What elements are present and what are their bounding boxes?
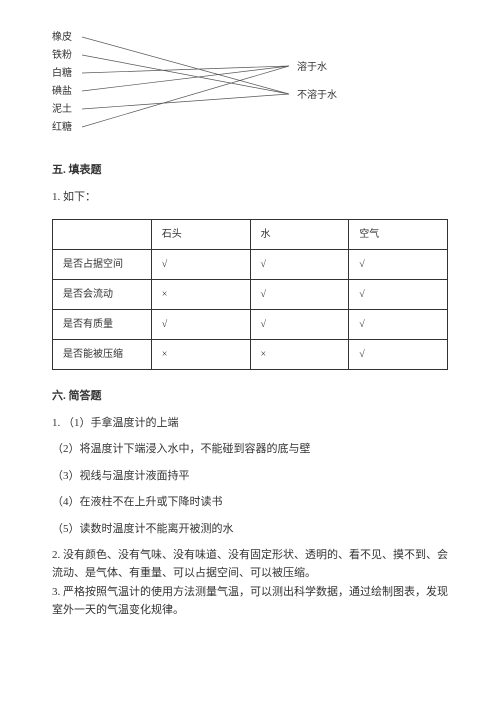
cell: × bbox=[151, 340, 250, 370]
table-row: 是否占据空间 √ √ √ bbox=[53, 250, 448, 280]
th-2: 水 bbox=[250, 220, 349, 250]
matching-diagram: 橡皮 铁粉 白糖 碘盐 泥土 红糖 溶于水 不溶于水 bbox=[52, 30, 352, 140]
th-3: 空气 bbox=[349, 220, 448, 250]
cell: √ bbox=[349, 280, 448, 310]
q2-text: 2. 没有颜色、没有气味、没有味道、没有固定形状、透明的、看不见、摸不到、会流动… bbox=[52, 547, 448, 582]
match-left-2: 白糖 bbox=[52, 66, 72, 84]
table-row: 是否会流动 × √ √ bbox=[53, 280, 448, 310]
q1-line-5: （5）读数时温度计不能离开被测的水 bbox=[52, 521, 448, 538]
cell: √ bbox=[250, 310, 349, 340]
th-1: 石头 bbox=[151, 220, 250, 250]
matching-right-labels: 溶于水 不溶于水 bbox=[297, 60, 337, 116]
match-right-0: 溶于水 bbox=[297, 60, 337, 88]
match-left-4: 泥土 bbox=[52, 102, 72, 120]
table-header-row: 石头 水 空气 bbox=[53, 220, 448, 250]
q1-line-3: （3）视线与温度计液面持平 bbox=[52, 468, 448, 485]
matching-lines-svg bbox=[82, 34, 297, 144]
cell: × bbox=[151, 280, 250, 310]
section-5-intro: 1. 如下： bbox=[52, 189, 448, 206]
cell: √ bbox=[151, 250, 250, 280]
q1-line-2: （2）将温度计下端浸入水中，不能碰到容器的底与壁 bbox=[52, 441, 448, 458]
cell: 是否占据空间 bbox=[53, 250, 152, 280]
matching-left-labels: 橡皮 铁粉 白糖 碘盐 泥土 红糖 bbox=[52, 30, 72, 138]
match-left-5: 红糖 bbox=[52, 120, 72, 138]
cell: √ bbox=[349, 250, 448, 280]
q1-line-4: （4）在液柱不在上升或下降时读书 bbox=[52, 494, 448, 511]
properties-table: 石头 水 空气 是否占据空间 √ √ √ 是否会流动 × √ √ 是否有质量 √… bbox=[52, 219, 448, 370]
cell: √ bbox=[250, 250, 349, 280]
cell: √ bbox=[349, 340, 448, 370]
th-0 bbox=[53, 220, 152, 250]
cell: × bbox=[250, 340, 349, 370]
match-left-3: 碘盐 bbox=[52, 84, 72, 102]
match-right-1: 不溶于水 bbox=[297, 88, 337, 116]
cell: √ bbox=[151, 310, 250, 340]
cell: 是否有质量 bbox=[53, 310, 152, 340]
section-5-heading: 五. 填表题 bbox=[52, 162, 448, 179]
cell: √ bbox=[250, 280, 349, 310]
match-left-0: 橡皮 bbox=[52, 30, 72, 48]
cell: √ bbox=[349, 310, 448, 340]
cell: 是否能被压缩 bbox=[53, 340, 152, 370]
q3-text: 3. 严格按照气温计的使用方法测量气温，可以测出科学数据，通过绘制图表，发现室外… bbox=[52, 584, 448, 619]
table-row: 是否能被压缩 × × √ bbox=[53, 340, 448, 370]
q1-line-1: 1. （1）手拿温度计的上端 bbox=[52, 415, 448, 432]
section-6-heading: 六. 简答题 bbox=[52, 388, 448, 405]
table-row: 是否有质量 √ √ √ bbox=[53, 310, 448, 340]
match-left-1: 铁粉 bbox=[52, 48, 72, 66]
cell: 是否会流动 bbox=[53, 280, 152, 310]
